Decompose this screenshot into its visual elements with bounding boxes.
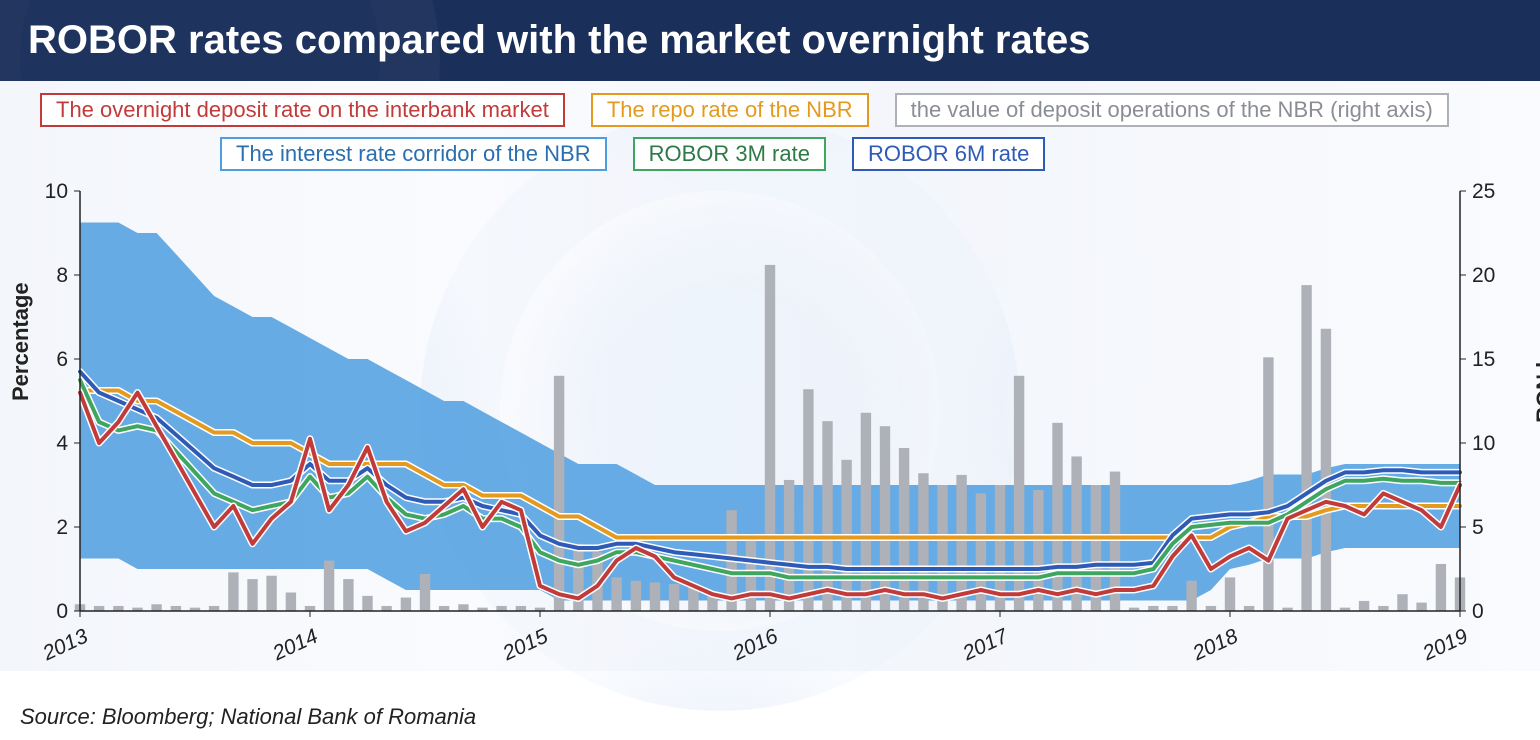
deposit-bar	[266, 576, 276, 611]
deposit-bar	[822, 421, 832, 611]
deposit-bar	[1321, 329, 1331, 611]
deposit-bar	[631, 581, 641, 611]
deposit-bar	[305, 606, 315, 611]
deposit-bar	[171, 606, 181, 611]
deposit-bar	[324, 561, 334, 611]
deposit-bar	[611, 577, 621, 611]
deposit-bar	[343, 579, 353, 611]
deposit-bar	[286, 593, 296, 611]
deposit-bar	[650, 582, 660, 611]
svg-text:2019: 2019	[1418, 624, 1471, 665]
deposit-bar	[669, 584, 679, 611]
svg-text:5: 5	[1472, 516, 1484, 539]
svg-text:2: 2	[56, 516, 68, 539]
deposit-bar	[554, 376, 564, 611]
deposit-bar	[1186, 581, 1196, 611]
deposit-bar	[918, 473, 928, 611]
svg-text:10: 10	[45, 180, 68, 203]
deposit-bar	[1397, 594, 1407, 611]
deposit-bar	[362, 596, 372, 611]
svg-text:6: 6	[56, 348, 68, 371]
deposit-bar	[937, 485, 947, 611]
svg-text:2013: 2013	[38, 624, 91, 665]
deposit-bar	[458, 604, 468, 611]
svg-text:0: 0	[1472, 600, 1484, 623]
svg-text:15: 15	[1472, 348, 1495, 371]
deposit-bar	[1378, 606, 1388, 611]
chart-title-bar: ROBOR rates compared with the market ove…	[0, 0, 1540, 81]
svg-text:2015: 2015	[498, 624, 551, 665]
deposit-bar	[496, 606, 506, 611]
deposit-bar	[1436, 564, 1446, 611]
deposit-bar	[209, 606, 219, 611]
deposit-bar	[1206, 606, 1216, 611]
deposit-bar	[247, 579, 257, 611]
svg-text:0: 0	[56, 600, 68, 623]
deposit-bar	[228, 572, 238, 611]
deposit-bar	[94, 606, 104, 611]
svg-text:20: 20	[1472, 264, 1495, 287]
source-text: Source: Bloomberg; National Bank of Roma…	[20, 704, 476, 730]
deposit-bar	[439, 606, 449, 611]
chart-svg: 0 2 4 6 8 10 0 5 10 15 20 25 2013 2014 2015 2016 2017 201…	[0, 81, 1540, 671]
deposit-bar	[151, 604, 161, 611]
svg-text:2018: 2018	[1188, 624, 1241, 665]
deposit-bar	[420, 574, 430, 611]
deposit-bar	[1148, 606, 1158, 611]
chart-area: The overnight deposit rate on the interb…	[0, 81, 1540, 671]
deposit-bar	[381, 606, 391, 611]
svg-text:2016: 2016	[728, 624, 781, 665]
deposit-bar	[880, 426, 890, 611]
deposit-bar	[1167, 606, 1177, 611]
deposit-bar	[113, 606, 123, 611]
deposit-bar	[1359, 601, 1369, 611]
deposit-bar	[516, 606, 526, 611]
deposit-bar	[1416, 603, 1426, 611]
svg-text:10: 10	[1472, 432, 1495, 455]
deposit-bar	[1263, 357, 1273, 611]
deposit-bar	[1244, 606, 1254, 611]
svg-text:25: 25	[1472, 180, 1495, 203]
deposit-bar	[1301, 285, 1311, 611]
deposit-bar	[861, 413, 871, 611]
deposit-bar	[784, 480, 794, 611]
deposit-bar	[899, 448, 909, 611]
svg-text:2017: 2017	[958, 624, 1012, 666]
svg-text:2014: 2014	[268, 625, 321, 666]
deposit-bar	[1225, 577, 1235, 611]
svg-text:8: 8	[56, 264, 68, 287]
svg-text:4: 4	[56, 432, 68, 455]
deposit-bar	[1052, 423, 1062, 611]
deposit-bar	[401, 598, 411, 611]
chart-title: ROBOR rates compared with the market ove…	[28, 18, 1091, 62]
